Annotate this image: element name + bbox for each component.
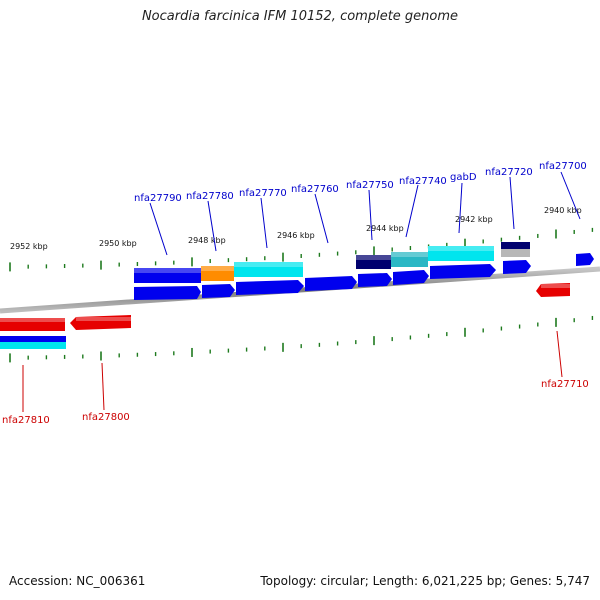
gene-arrow-nfa27710[interactable] (536, 283, 570, 297)
feature-navy-2[interactable] (501, 242, 530, 249)
feature-navy-1[interactable] (356, 255, 391, 269)
feature-blue-nfa27810[interactable] (0, 336, 66, 342)
gene-arrow-nfa27700[interactable] (576, 253, 594, 266)
feature-cyan-nfa27810[interactable] (0, 342, 66, 349)
gene-arrow-nfa27740[interactable] (393, 270, 429, 285)
gene-block-nfa27810[interactable] (0, 318, 65, 331)
gene-label-nfa27800[interactable]: nfa27800 (82, 412, 130, 423)
gene-arrow-nfa27720[interactable] (503, 260, 531, 274)
topology-text: Topology: circular; Length: 6,021,225 bp… (260, 574, 590, 588)
scale-label-2948: 2948 kbp (188, 236, 226, 245)
scale-label-2952: 2952 kbp (10, 242, 48, 251)
gene-label-nfa27810[interactable]: nfa27810 (2, 415, 50, 426)
gene-arrow-nfa27760[interactable] (305, 276, 357, 291)
feature-cyan-2[interactable] (428, 246, 494, 261)
scale-label-2942: 2942 kbp (455, 215, 493, 224)
gene-arrow-nfa27790[interactable] (134, 286, 201, 300)
feature-teal[interactable] (391, 252, 428, 267)
gene-label-nfa27740[interactable]: nfa27740 (399, 176, 447, 187)
feature-cyan-1[interactable] (234, 262, 303, 277)
gene-arrow-nfa27780[interactable] (202, 284, 235, 298)
gene-label-gabD[interactable]: gabD (450, 172, 477, 183)
gene-label-nfa27720[interactable]: nfa27720 (485, 167, 533, 178)
feature-blue-outer-1[interactable] (134, 268, 201, 283)
gene-label-nfa27760[interactable]: nfa27760 (291, 184, 339, 195)
gene-label-nfa27770[interactable]: nfa27770 (239, 188, 287, 199)
gene-label-nfa27710[interactable]: nfa27710 (541, 379, 589, 390)
scale-label-2946: 2946 kbp (277, 231, 315, 240)
tick-ring-inner (9, 315, 594, 363)
feature-orange[interactable] (201, 266, 234, 281)
gene-arrow-gabD[interactable] (430, 264, 496, 279)
gene-arrow-nfa27770[interactable] (236, 280, 304, 295)
scale-label-2950: 2950 kbp (99, 239, 137, 248)
scale-label-2940: 2940 kbp (544, 206, 582, 215)
gene-arrow-nfa27750[interactable] (358, 273, 392, 287)
gene-label-nfa27790[interactable]: nfa27790 (134, 193, 182, 204)
accession-text: Accession: NC_006361 (9, 574, 146, 588)
gene-label-nfa27750[interactable]: nfa27750 (346, 180, 394, 191)
gene-label-nfa27700[interactable]: nfa27700 (539, 161, 587, 172)
scale-label-2944: 2944 kbp (366, 224, 404, 233)
gene-label-nfa27780[interactable]: nfa27780 (186, 191, 234, 202)
gene-arrow-nfa27800[interactable] (70, 315, 131, 330)
genome-title: Nocardia farcinica IFM 10152, complete g… (141, 9, 459, 24)
feature-grey[interactable] (501, 249, 530, 257)
